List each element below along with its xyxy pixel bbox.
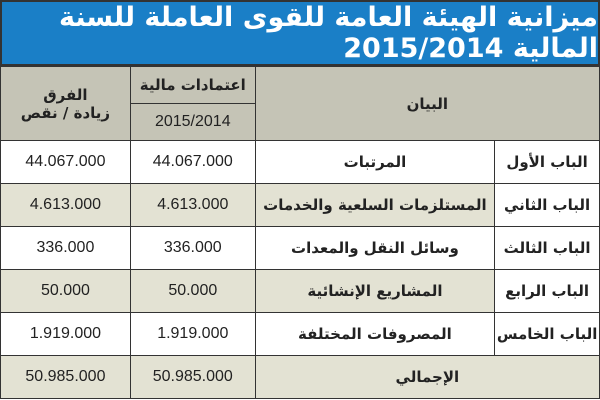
item-cell: المرتبات — [254, 140, 496, 184]
chapter-cell: الباب الثاني — [494, 183, 600, 227]
table-title: ميزانية الهيئة العامة للقوى العاملة للسن… — [0, 0, 600, 66]
difference-cell: 50.000 — [0, 269, 131, 313]
allocation-cell: 1.919.000 — [129, 312, 256, 356]
header-year: 2015/2014 — [129, 103, 256, 141]
table-row: الباب الأول المرتبات 44.067.000 44.067.0… — [0, 140, 600, 184]
total-row: الإجمالي 50.985.000 50.985.000 — [0, 355, 600, 399]
total-label: الإجمالي — [254, 355, 600, 399]
allocation-cell: 4.613.000 — [129, 183, 256, 227]
total-allocation: 50.985.000 — [129, 355, 256, 399]
chapter-cell: الباب الخامس — [494, 312, 600, 356]
allocation-cell: 336.000 — [129, 226, 256, 270]
table-row: الباب الثالث وسائل النقل والمعدات 336.00… — [0, 226, 600, 270]
difference-cell: 4.613.000 — [0, 183, 131, 227]
chapter-cell: الباب الثالث — [494, 226, 600, 270]
table-row: الباب الثاني المستلزمات السلعية والخدمات… — [0, 183, 600, 227]
table-row: الباب الرابع المشاريع الإنشائية 50.000 5… — [0, 269, 600, 313]
header-difference-sub: زيادة / نقص — [20, 103, 111, 122]
chapter-cell: الباب الرابع — [494, 269, 600, 313]
header-statement: البيان — [254, 66, 600, 141]
table-row: الباب الخامس المصروفات المختلفة 1.919.00… — [0, 312, 600, 356]
budget-table: البيان اعتمادات مالية الفرق زيادة / نقص 2… — [0, 66, 600, 399]
total-difference: 50.985.000 — [0, 355, 131, 399]
allocation-cell: 50.000 — [129, 269, 256, 313]
header-allocations: اعتمادات مالية — [129, 66, 256, 104]
item-cell: وسائل النقل والمعدات — [254, 226, 496, 270]
item-cell: المستلزمات السلعية والخدمات — [254, 183, 496, 227]
chapter-cell: الباب الأول — [494, 140, 600, 184]
allocation-cell: 44.067.000 — [129, 140, 256, 184]
item-cell: المشاريع الإنشائية — [254, 269, 496, 313]
header-difference-label: الفرق — [43, 85, 88, 104]
difference-cell: 44.067.000 — [0, 140, 131, 184]
header-difference: الفرق زيادة / نقص — [0, 66, 131, 141]
difference-cell: 336.000 — [0, 226, 131, 270]
item-cell: المصروفات المختلفة — [254, 312, 496, 356]
difference-cell: 1.919.000 — [0, 312, 131, 356]
